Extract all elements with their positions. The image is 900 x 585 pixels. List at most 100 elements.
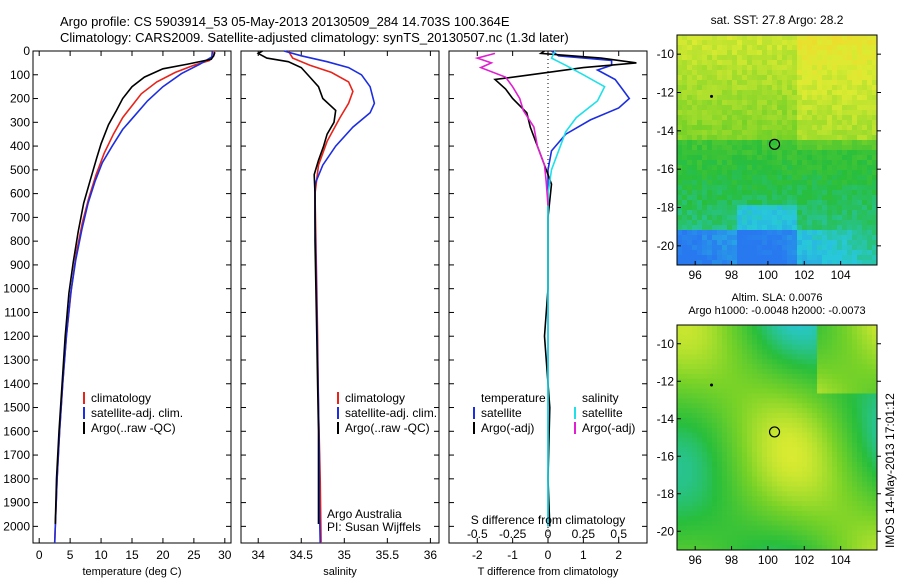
map-cell [872, 398, 878, 404]
map-cell [862, 413, 868, 419]
map-cell [842, 145, 848, 151]
map-cell [727, 230, 733, 236]
map-cell [812, 325, 818, 331]
map-cell [802, 540, 808, 546]
map-cell [682, 80, 688, 86]
map-cell [727, 447, 733, 453]
map-cell [797, 349, 803, 355]
map-cell [852, 230, 858, 236]
map-cell [837, 45, 843, 51]
map-cell [707, 535, 713, 541]
map-cell [717, 200, 723, 206]
map-cell [792, 403, 798, 409]
map-cell [747, 461, 753, 468]
map-cell [767, 110, 773, 116]
map-cell [867, 413, 873, 419]
map-cell [862, 515, 868, 522]
map-cell [807, 447, 813, 453]
map-cell [797, 195, 803, 201]
map-cell [807, 530, 813, 536]
map-cell [777, 155, 783, 161]
map-cell [742, 329, 748, 336]
map-cell [757, 388, 763, 394]
map-cell [862, 359, 868, 365]
point-marker [710, 383, 714, 387]
map-cell [862, 540, 868, 546]
map-cell [757, 545, 763, 551]
map-cell [712, 457, 718, 463]
map-cell [717, 105, 723, 111]
map-cell [742, 540, 748, 546]
map-cell [732, 205, 738, 211]
map-cell [777, 437, 783, 443]
map-cell [797, 235, 803, 241]
map-cell [792, 175, 798, 181]
map-cell [742, 75, 748, 81]
map-cell [732, 373, 738, 380]
map-cell [807, 369, 813, 375]
map-cell [872, 515, 878, 522]
map-cell [797, 35, 803, 41]
map-cell [797, 170, 803, 176]
map-cell [847, 525, 853, 531]
map-cell [697, 525, 703, 531]
map-cell [867, 110, 873, 116]
map-cell [827, 501, 833, 507]
map-cell [717, 240, 723, 246]
map-cell [682, 235, 688, 241]
map-cell [707, 255, 713, 261]
map-cell [817, 140, 823, 146]
map-cell [862, 185, 868, 191]
map-cell [862, 130, 868, 136]
map-cell [842, 130, 848, 136]
map-cell [757, 422, 763, 429]
map-cell [792, 135, 798, 141]
map-cell [732, 80, 738, 86]
map-cell [787, 461, 793, 468]
map-cell [797, 369, 803, 375]
map-cell [752, 383, 758, 390]
map-cell [732, 175, 738, 181]
map-cell [857, 240, 863, 246]
map-cell [737, 388, 743, 394]
map-cell [802, 205, 808, 211]
map-cell [757, 260, 763, 266]
map-cell [692, 205, 698, 211]
map-cell [757, 417, 763, 424]
map-cell [797, 393, 803, 399]
map-cell [747, 339, 753, 346]
map-cell [722, 35, 728, 41]
map-cell [857, 334, 863, 341]
map-cell [832, 90, 838, 96]
map-cell [787, 160, 793, 166]
map-cell [677, 383, 683, 390]
map-cell [722, 515, 728, 522]
map-cell [732, 115, 738, 121]
map-cell [797, 65, 803, 71]
map-cell [787, 466, 793, 473]
map-cell [872, 175, 878, 181]
map-cell [787, 65, 793, 71]
map-cell [752, 70, 758, 76]
map-cell [752, 120, 758, 126]
map-cell [842, 520, 848, 527]
map-cell [702, 329, 708, 336]
map-cell [707, 457, 713, 463]
map-cell [847, 90, 853, 96]
map-cell [707, 190, 713, 196]
map-cell [697, 175, 703, 181]
map-cell [727, 115, 733, 121]
map-cell [742, 145, 748, 151]
map-cell [682, 115, 688, 121]
map-cell [757, 398, 763, 404]
map-cell [687, 45, 693, 51]
map-cell [777, 165, 783, 171]
map-cell [802, 422, 808, 429]
map-cell [757, 240, 763, 246]
map-cell [832, 205, 838, 211]
map-cell [762, 75, 768, 81]
map-cell [762, 383, 768, 390]
map-cell [742, 486, 748, 492]
map-cell [817, 85, 823, 91]
map-cell [722, 175, 728, 181]
